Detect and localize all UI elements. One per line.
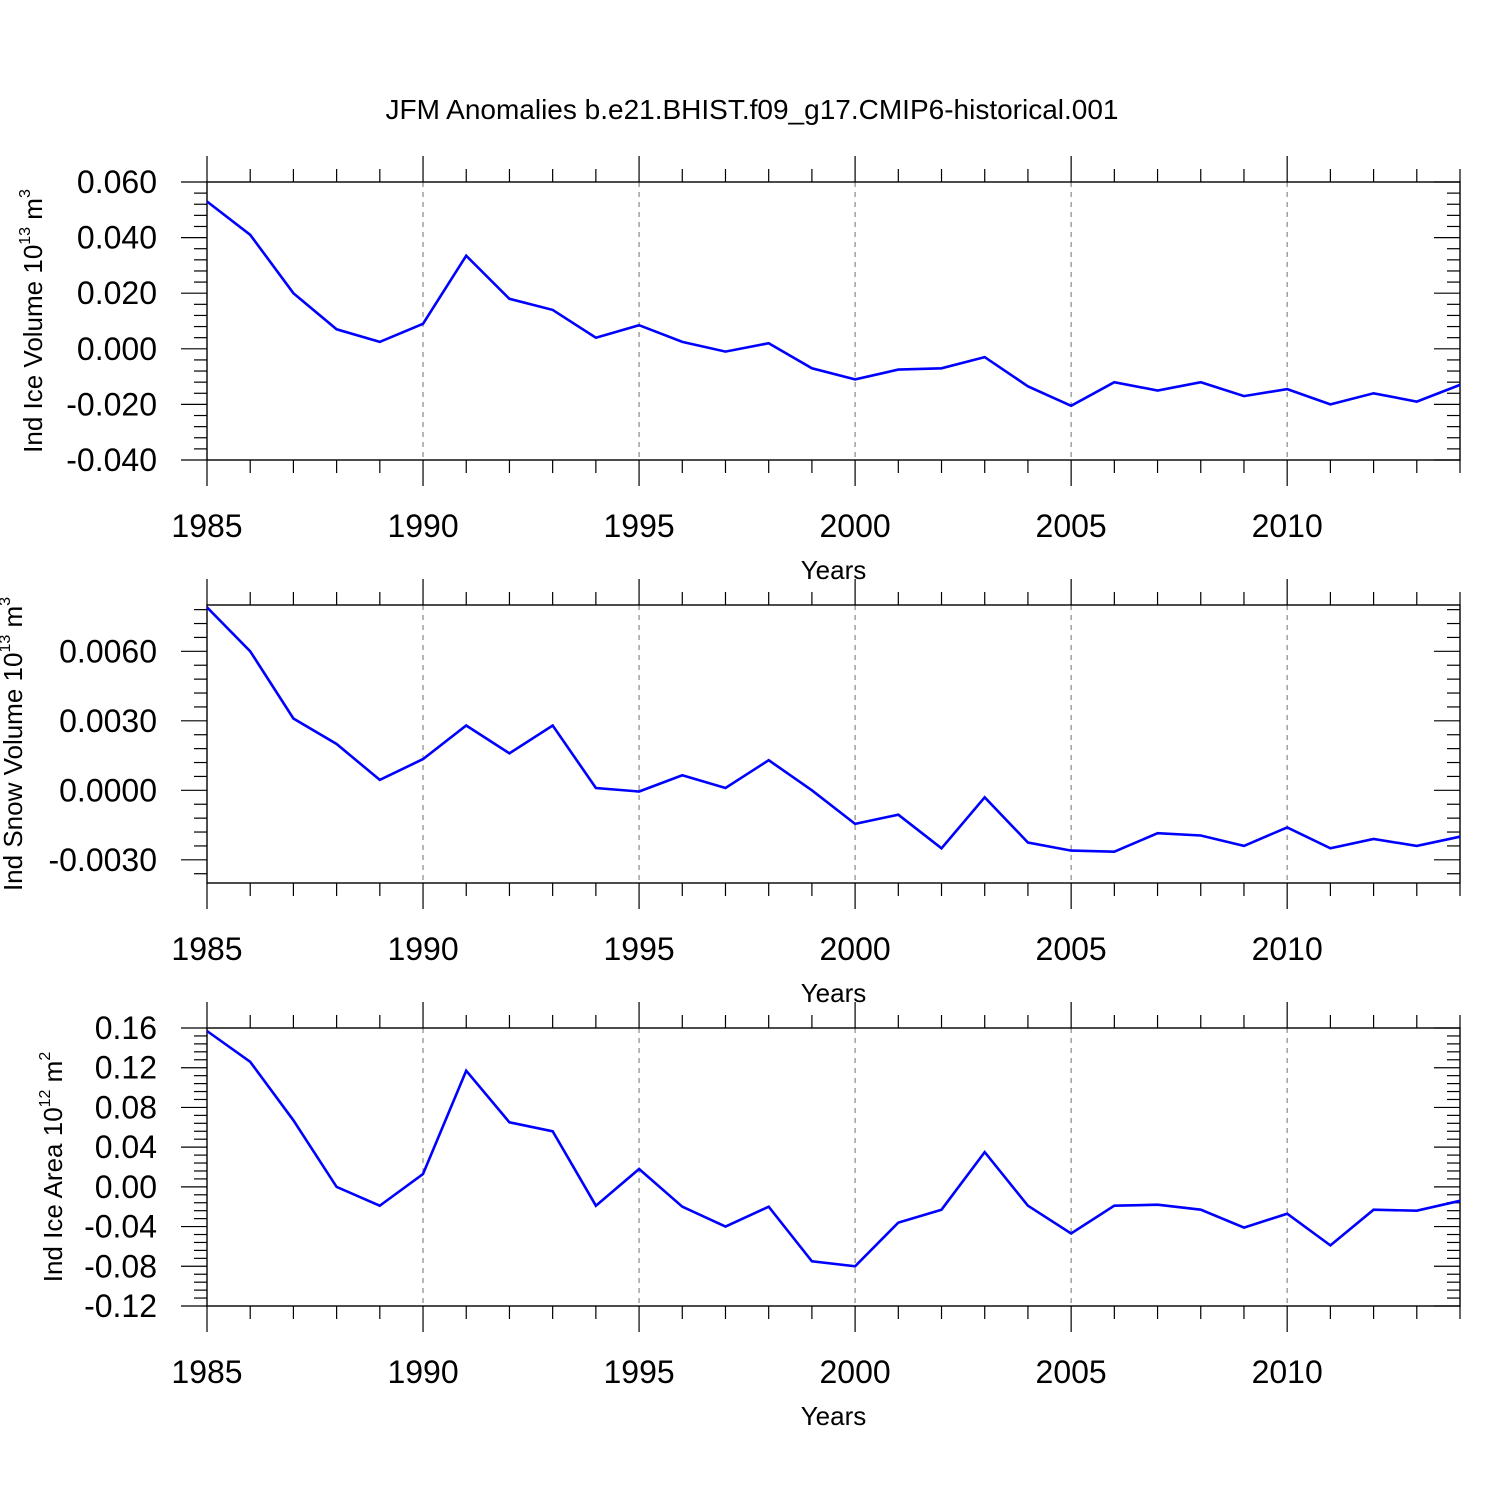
y-axis-label-text: Ind Ice Volume 10 — [18, 245, 48, 453]
x-tick-label: 2000 — [820, 508, 891, 544]
x-tick-label: 2000 — [820, 931, 891, 967]
x-tick-label: 1985 — [171, 1354, 242, 1390]
y-axis-label-text: Ind Snow Volume 10 — [0, 653, 28, 892]
y-axis-label-text: m — [38, 1061, 68, 1090]
y-axis-label: Ind Ice Area 1012 m2 — [37, 1052, 68, 1283]
y-axis-label-text: m — [0, 606, 28, 635]
y-tick-label: 0.0000 — [59, 772, 157, 808]
y-axis-label-superscript: 3 — [0, 597, 14, 606]
x-tick-label: 2005 — [1036, 1354, 1107, 1390]
panel-1: 1985 1990 1995 2000 2005 2010 Years -0.040 -0.02… — [17, 156, 1461, 585]
x-tick-label: 1990 — [387, 931, 458, 967]
y-axis-label: Ind Ice Volume 1013 m3 — [17, 189, 48, 453]
x-tick-label: 2010 — [1252, 508, 1323, 544]
y-tick-label: -0.040 — [66, 442, 157, 478]
x-tick-label: 2000 — [820, 1354, 891, 1390]
chart-title: JFM Anomalies b.e21.BHIST.f09_g17.CMIP6-… — [385, 94, 1118, 125]
plot-frame — [206, 604, 1461, 884]
y-tick-label: 0.08 — [95, 1089, 157, 1125]
y-tick-label: -0.020 — [66, 386, 157, 422]
series-line — [206, 200, 1461, 408]
x-axis-label: Years — [801, 978, 867, 1008]
panel-3: 1985 1990 1995 2000 2005 2010 Years -0.12 -0.08-… — [37, 1002, 1461, 1431]
plot-frame — [206, 1027, 1461, 1307]
x-tick-label: 1995 — [603, 1354, 674, 1390]
y-tick-label: -0.12 — [84, 1288, 157, 1324]
y-tick-label: 0.020 — [77, 275, 157, 311]
x-tick-label: 1995 — [603, 508, 674, 544]
y-tick-label: -0.04 — [84, 1209, 157, 1245]
y-tick-label: -0.08 — [84, 1248, 157, 1284]
series-line — [206, 606, 1461, 854]
x-tick-label: 2005 — [1036, 931, 1107, 967]
y-tick-label: -0.0030 — [48, 842, 157, 878]
y-tick-label: 0.000 — [77, 331, 157, 367]
x-tick-label: 1985 — [171, 508, 242, 544]
y-tick-label: 0.060 — [77, 164, 157, 200]
x-tick-label: 1985 — [171, 931, 242, 967]
y-axis-label-superscript: 13 — [17, 227, 34, 245]
y-axis-label-superscript: 13 — [0, 635, 14, 653]
x-tick-label: 2010 — [1252, 931, 1323, 967]
y-tick-label: 0.00 — [95, 1169, 157, 1205]
y-tick-label: 0.16 — [95, 1010, 157, 1046]
y-axis-label-text: Ind Ice Area 10 — [38, 1107, 68, 1282]
x-tick-label: 2005 — [1036, 508, 1107, 544]
panel-2: 1985 1990 1995 2000 2005 2010 Years -0.0030 0.00… — [0, 579, 1461, 1008]
y-tick-label: 0.12 — [95, 1050, 157, 1086]
x-tick-label: 1990 — [387, 508, 458, 544]
y-tick-label: 0.0060 — [59, 633, 157, 669]
x-tick-label: 1995 — [603, 931, 674, 967]
plot-frame — [206, 181, 1461, 461]
y-axis-label-superscript: 3 — [17, 189, 34, 198]
series-line — [206, 1029, 1461, 1268]
y-tick-label: 0.04 — [95, 1129, 157, 1165]
x-axis-label: Years — [801, 555, 867, 585]
y-tick-label: 0.0030 — [59, 703, 157, 739]
y-axis-label-superscript: 12 — [37, 1089, 54, 1107]
y-axis-label-superscript: 2 — [37, 1052, 54, 1061]
y-axis-label-text: m — [18, 198, 48, 227]
x-axis-label: Years — [801, 1401, 867, 1431]
y-axis-label: Ind Snow Volume 1013 m3 — [0, 597, 28, 891]
x-tick-label: 2010 — [1252, 1354, 1323, 1390]
x-tick-label: 1990 — [387, 1354, 458, 1390]
y-tick-label: 0.040 — [77, 220, 157, 256]
